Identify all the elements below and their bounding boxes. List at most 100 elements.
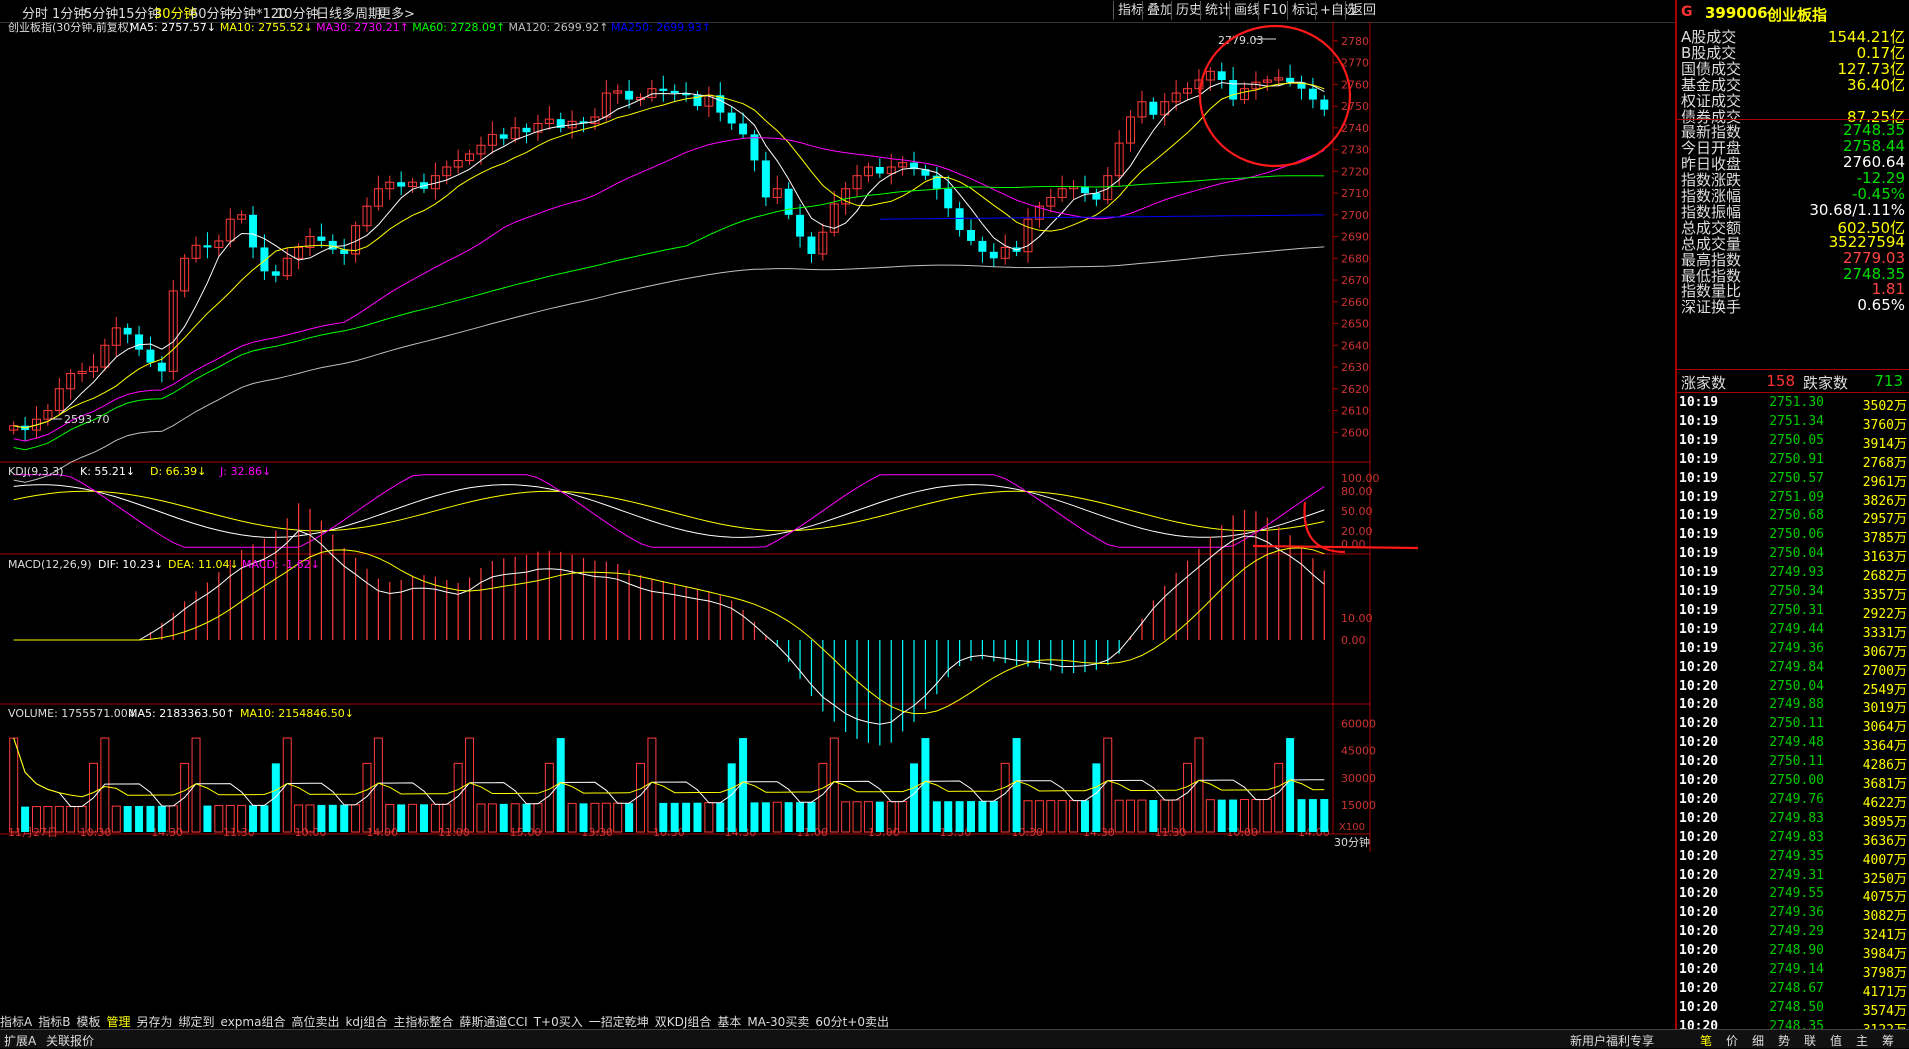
indicator-tab-11[interactable]: T+0买入 [533, 1015, 583, 1029]
indicator-tab-15[interactable]: MA-30买卖 [747, 1015, 810, 1029]
tab-6[interactable]: 分钟*120 [230, 7, 288, 22]
indicator-tab-13[interactable]: 双KDJ组合 [654, 1015, 712, 1029]
tab-7[interactable]: 10分钟 [276, 7, 319, 22]
stat-row: 最低指数 2748.35 [1681, 265, 1907, 285]
indicator-tab-1[interactable]: 指标B [38, 1015, 71, 1029]
volume-bar [100, 737, 110, 833]
side-tab-6[interactable]: 主 [1856, 1034, 1869, 1048]
tick-t: 10:19 [1679, 489, 1719, 505]
status-left-0[interactable]: 扩展A [4, 1034, 37, 1048]
index-name: 创业板指 [1767, 6, 1828, 24]
promo-link[interactable]: 新用户福利专享 [1570, 1034, 1655, 1048]
side-tab-2[interactable]: 细 [1752, 1034, 1765, 1048]
ma-legend-2: MA30: 2730.21↑ [316, 22, 409, 34]
kdj-j-line [13, 474, 1325, 548]
volume-bar [66, 805, 76, 833]
candle-body [1149, 101, 1158, 115]
volume-bar [1057, 800, 1067, 833]
kdj-j-value: J: 32.86↓ [219, 465, 271, 478]
side-tab-4[interactable]: 联 [1804, 1034, 1817, 1048]
candle-body [716, 95, 725, 113]
candle-body [613, 90, 623, 94]
side-tab-0[interactable]: 笔 [1700, 1034, 1713, 1048]
candle-body [670, 90, 679, 94]
indicator-tab-9[interactable]: 主指标整合 [393, 1015, 454, 1029]
tick-t: 10:20 [1679, 924, 1719, 940]
toolbar-button-8[interactable]: 返回 [1345, 1, 1380, 20]
stat-value: 87.25亿 [1847, 107, 1905, 126]
candle-body [111, 327, 121, 346]
status-left-1[interactable]: 关联报价 [46, 1034, 95, 1048]
tab-2[interactable]: 5分钟 [84, 7, 119, 22]
tick-p: 2748.90 [1769, 943, 1824, 959]
toolbar-button-1[interactable]: 叠加 [1142, 1, 1177, 20]
toolbar-button-0[interactable]: 指标 [1113, 1, 1148, 20]
tab-0[interactable]: 分时 [22, 7, 49, 22]
tab-5[interactable]: 60分钟 [190, 7, 233, 22]
candle-body [373, 188, 383, 207]
candle-body [88, 366, 98, 372]
indicator-tab-2[interactable]: 模板 [76, 1015, 101, 1029]
kdj-y-tick: 100.00 [1341, 472, 1380, 485]
candle-body [1240, 88, 1250, 101]
toolbar-button-6[interactable]: 标记 [1287, 1, 1322, 20]
tab-4[interactable]: 30分钟 [154, 7, 197, 22]
tab-10[interactable]: 更多> [378, 7, 415, 22]
tab-8[interactable]: 日线 [316, 7, 343, 22]
volume-bar [1297, 799, 1306, 832]
indicator-tab-4[interactable]: 另存为 [136, 1015, 173, 1029]
candle-body [886, 166, 896, 175]
indicator-tab-10[interactable]: 薛斯通道CCI [459, 1015, 528, 1029]
candle-body [237, 214, 247, 220]
indicator-tab-16[interactable]: 60分t+0卖出 [815, 1015, 889, 1029]
tick-p: 2750.00 [1769, 773, 1824, 788]
side-tab-1[interactable]: 价 [1726, 1034, 1739, 1048]
macd-dea-line [13, 547, 1325, 715]
indicator-tab-0[interactable]: 指标A [0, 1015, 33, 1029]
indicator-tab-7[interactable]: 高位卖出 [291, 1015, 340, 1029]
toolbar-button-2[interactable]: 历史 [1171, 1, 1206, 20]
volume-bar [21, 806, 30, 832]
volume-bar [237, 804, 247, 833]
indicator-tab-12[interactable]: 一招定乾坤 [588, 1015, 649, 1029]
candle-body [944, 188, 953, 209]
tab-9[interactable]: 多周期 [342, 7, 382, 22]
candle-body [1274, 77, 1284, 81]
tick-row: 10:19 2750.05 3914万 [1679, 433, 1909, 452]
stat-label: 基金成交 [1681, 75, 1742, 94]
tab-3[interactable]: 15分钟 [118, 7, 161, 22]
volume-bar [123, 806, 132, 832]
volume-bar [203, 805, 212, 832]
tick-t: 10:20 [1679, 867, 1719, 883]
volume-bar [932, 801, 941, 832]
stat-label: 国债成交 [1681, 59, 1742, 78]
indicator-tab-3[interactable]: 管理 [106, 1015, 131, 1029]
volume-bar [111, 805, 121, 833]
indicator-tab-8[interactable]: kdj组合 [345, 1015, 388, 1029]
tick-p: 2748.67 [1769, 980, 1824, 996]
volume-bar [1137, 799, 1147, 833]
volume-bar [807, 802, 816, 832]
tab-1[interactable]: 1分钟 [52, 7, 87, 22]
indicator-tab-6[interactable]: expma组合 [220, 1015, 286, 1029]
stat-row: 指数振幅 30.68/1.11% [1681, 201, 1907, 221]
toolbar-button-4[interactable]: 画线 [1229, 1, 1264, 20]
toolbar-button-7[interactable]: +自选 [1315, 1, 1361, 20]
tick-p: 2749.29 [1769, 924, 1824, 940]
tick-t: 10:20 [1679, 980, 1719, 996]
tick-p: 2750.04 [1769, 678, 1824, 694]
tick-p: 2749.76 [1769, 791, 1824, 807]
candle-body [476, 144, 486, 155]
indicator-tab-5[interactable]: 绑定到 [178, 1015, 215, 1029]
candle-body [340, 249, 349, 254]
tick-t: 10:19 [1679, 565, 1719, 581]
side-tab-7[interactable]: 筹 [1882, 1034, 1895, 1048]
toolbar-button-3[interactable]: 统计 [1200, 1, 1235, 20]
volume-bar [476, 803, 486, 833]
toolbar-button-5[interactable]: F10 [1258, 1, 1291, 20]
side-tab-5[interactable]: 值 [1830, 1034, 1843, 1048]
x-tick-label: 14:30 [151, 826, 183, 839]
side-tab-3[interactable]: 势 [1778, 1034, 1791, 1048]
chart-area[interactable]: 2780 2770 2760 2750 2740 2730 2720 2710 2700 2690… [0, 22, 1675, 1012]
indicator-tab-14[interactable]: 基本 [717, 1015, 742, 1029]
